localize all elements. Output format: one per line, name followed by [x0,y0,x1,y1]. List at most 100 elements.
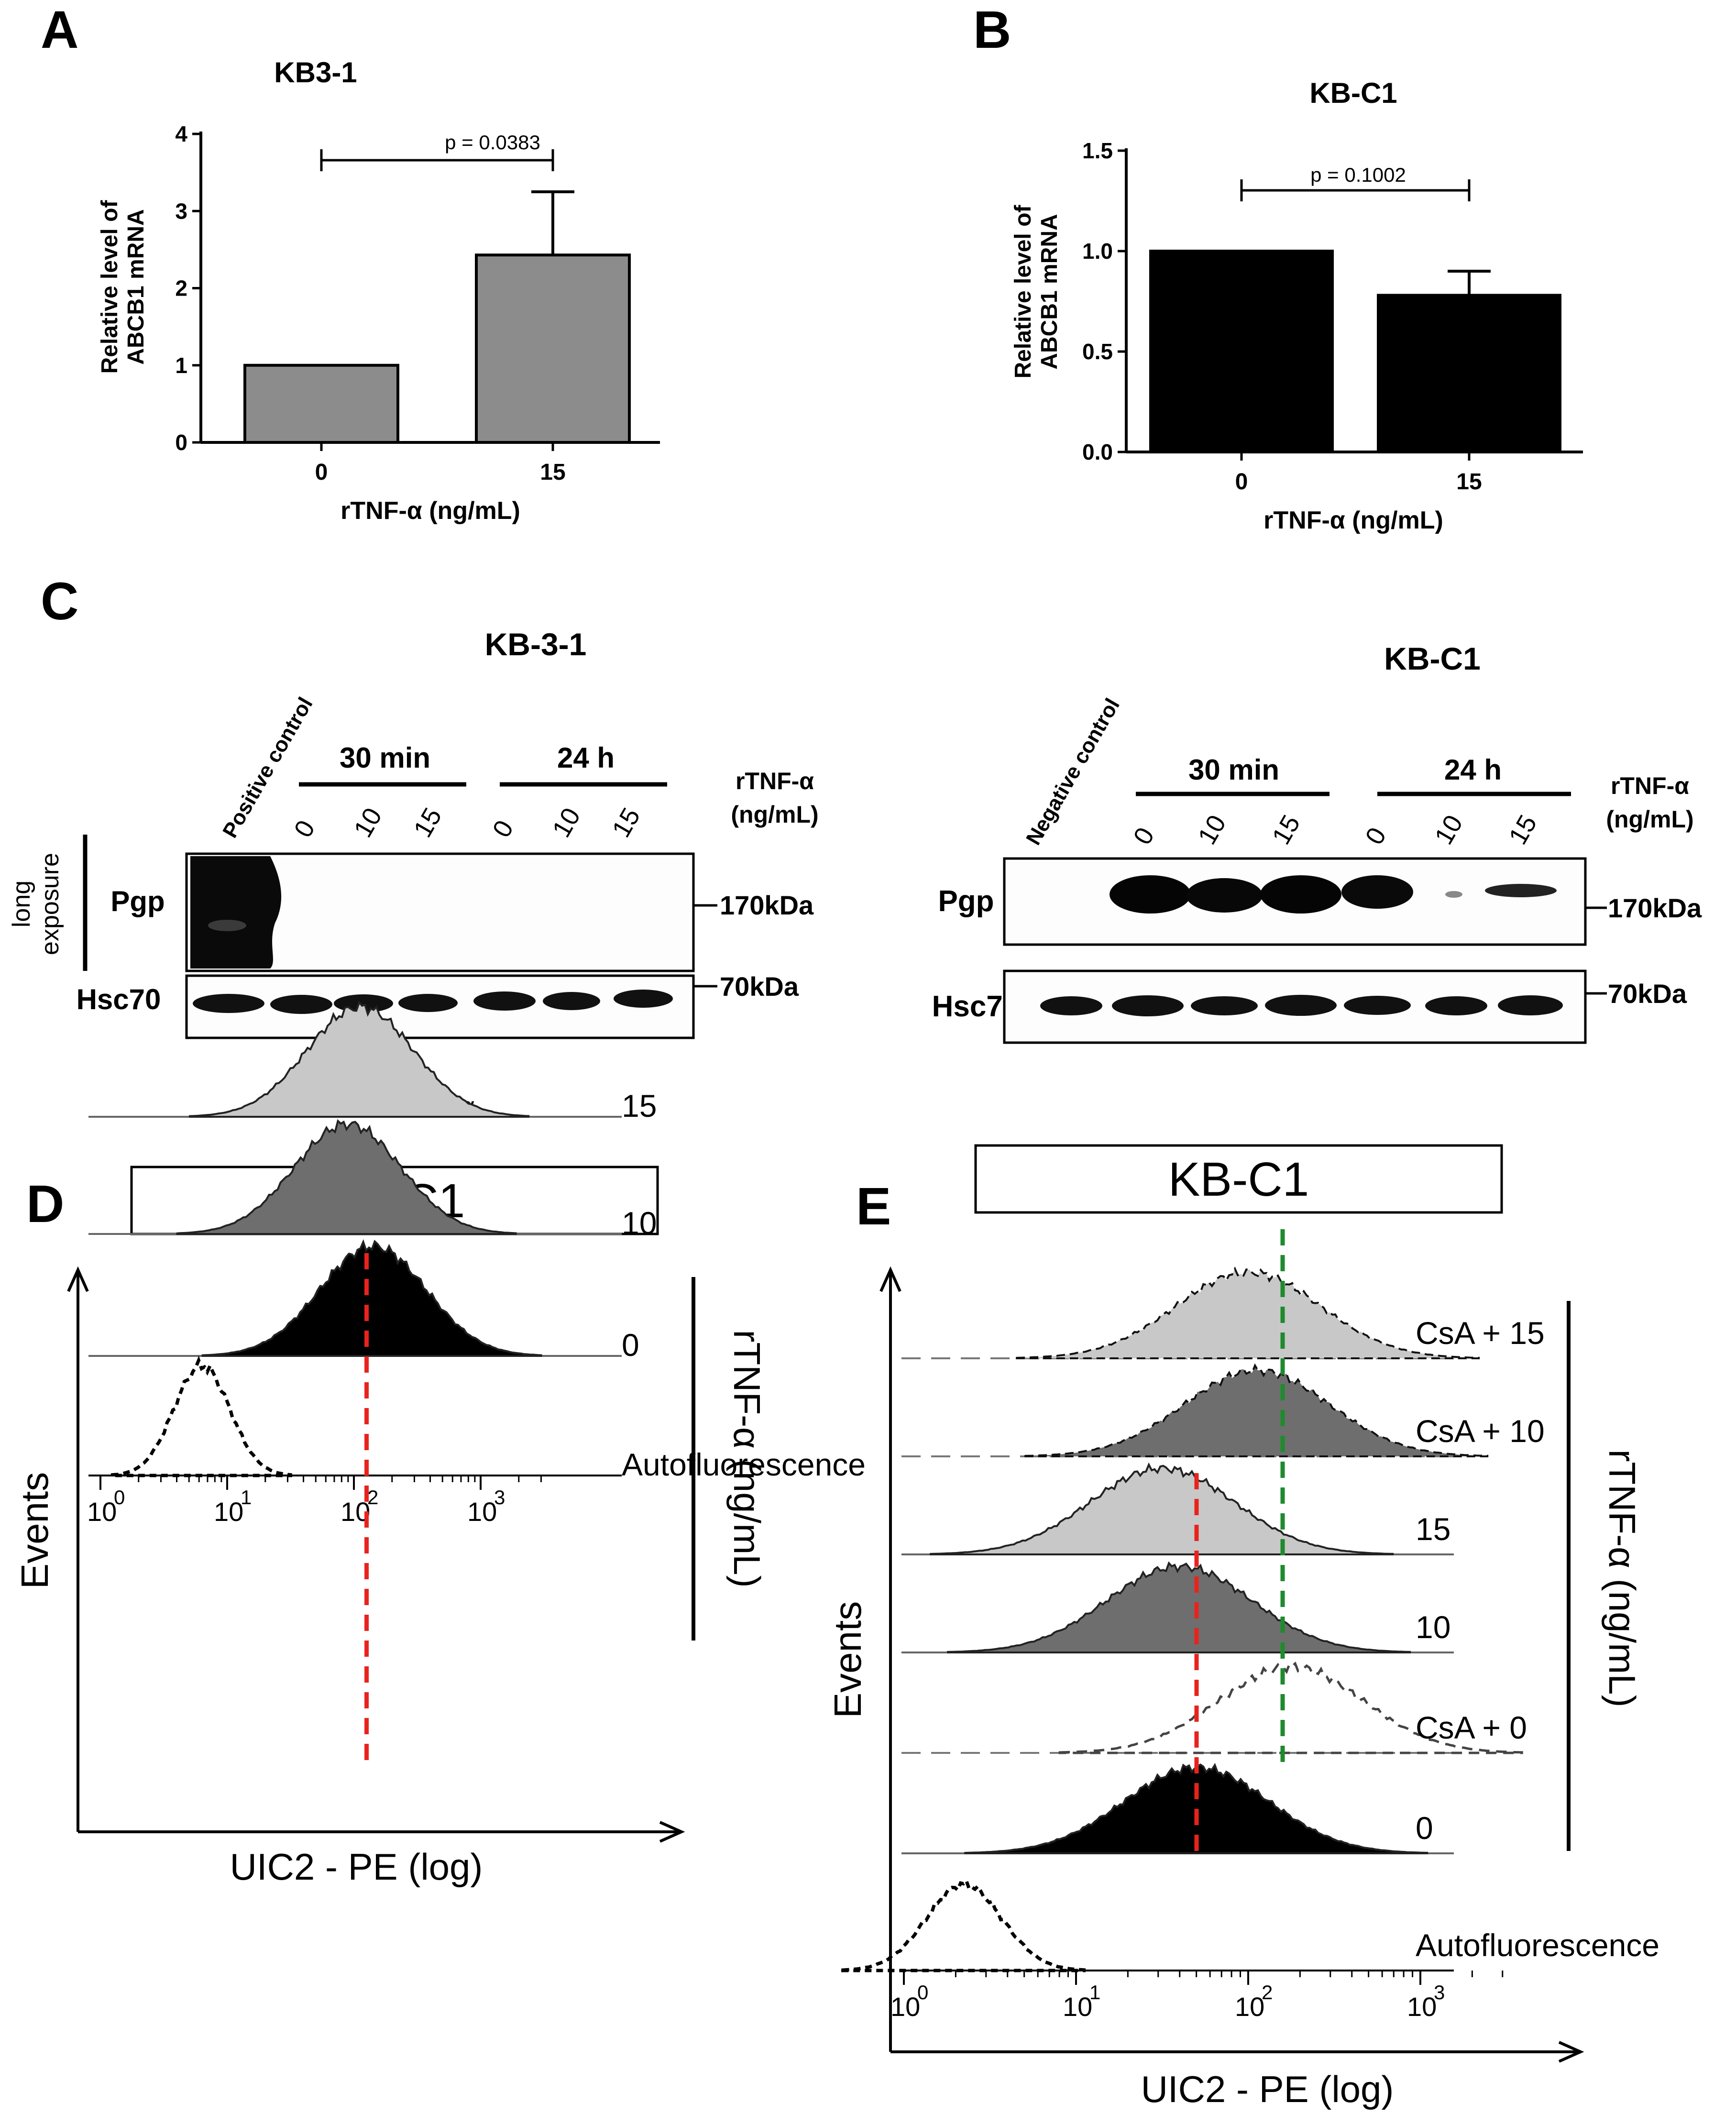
panel-b-ytick-label: 1.0 [1082,239,1113,264]
panel-d-histogram [176,1119,517,1235]
panel-a-xtick-label: 0 [315,460,328,485]
western-right: KB-C1 Negative control 30 min 24 h 0 10 … [932,641,1702,1044]
western-right-hsc70-band-4 [1344,996,1411,1015]
western-right-hsc70-band-1 [1112,995,1184,1016]
panel-a-xlabel: rTNF-α (ng/mL) [341,497,520,525]
panel-e-group-label: rTNF-α (ng/mL) [1601,1449,1643,1707]
panel-e-xtick-exponent: 2 [1262,1981,1273,2004]
western-right-pgp-band-3 [1260,875,1341,914]
panel-a-pvalue-bracket [320,149,554,171]
western-right-group-30min: 30 min [1188,754,1279,786]
panel-b-ytick-label: 0.5 [1082,339,1113,364]
panel-d: D KB-C1 15100Autofluorescence10010110210… [13,1000,866,1888]
panel-e-xtick-exponent: 0 [917,1981,928,2004]
panel-c-letter: C [41,572,78,631]
western-right-row1-label: Pgp [938,885,994,918]
western-right-lane-4: 0 [1360,823,1392,849]
panel-e-letter: E [856,1177,891,1236]
western-left-hsc70-band-5 [543,992,600,1010]
panel-e-histogram [930,1462,1394,1555]
panel-e-xtick-exponent: 3 [1434,1981,1445,2004]
panel-d-letter: D [26,1175,64,1233]
western-right-lane-1: 0 [1128,823,1160,849]
panel-a-pvalue: p = 0.0383 [445,131,540,154]
panel-b-ylabel-line1: Relative level of [1011,205,1036,379]
panel-d-xtick-label: 10 [87,1497,117,1527]
western-left-hsc70-band-6 [614,990,673,1008]
western-left-lane-6: 15 [606,803,646,842]
western-left-hsc70-band-3 [398,994,458,1012]
panel-e-xtick-label: 10 [1407,1992,1437,2022]
panel-b-chart: 0.0 0.5 1.0 1.5 0 15 [1082,138,1583,495]
western-left-treatment-unit: (ng/mL) [731,801,818,828]
panel-d-row-label: 15 [622,1088,657,1123]
western-left-lane-2: 10 [348,803,387,842]
panel-e-title-box [974,1144,1503,1214]
panel-d-xlabel: UIC2 - PE (log) [230,1846,483,1888]
western-right-lane-5: 10 [1429,810,1468,849]
western-left-lane-1: 0 [288,815,320,842]
western-right-treatment-unit: (ng/mL) [1606,806,1693,833]
panel-b-title: KB-C1 [1309,77,1397,109]
panel-e-xtick-label: 10 [890,1992,920,2022]
panel-a-ytick-label: 2 [175,276,187,301]
panel-a-title: KB3-1 [274,56,357,88]
panel-e-title: KB-C1 [1168,1153,1309,1206]
western-left-side-label-2: exposure [36,853,64,955]
panel-a-bar [475,253,631,444]
panel-d-xtick-exponent: 3 [494,1486,505,1508]
panel-e-xlabel: UIC2 - PE (log) [1141,2068,1394,2110]
panel-a-ytick-label: 4 [175,121,187,146]
panel-a-xtick-label: 15 [540,460,565,485]
panel-d-row-label: Autofluorescence [622,1447,866,1482]
panel-d-row-label: 0 [622,1327,639,1363]
western-right-lane-3: 15 [1266,810,1306,849]
panel-b-xlabel: rTNF-α (ng/mL) [1264,506,1443,534]
western-right-hsc70-band-3 [1265,995,1337,1016]
western-left-row2-label: Hsc70 [77,983,161,1015]
panel-d-xtick-exponent: 2 [367,1486,378,1508]
panel-d-ylabel: Events [13,1472,56,1589]
panel-d-xtick-label: 10 [467,1497,497,1527]
panel-a: A KB3-1 0 1 2 3 4 0 15 Relative level of ABCB1… [41,0,660,525]
western-right-pgp-band-5 [1445,891,1462,898]
western-left-title: KB-3-1 [485,627,587,662]
panel-e-y-arrow [879,1266,901,1292]
western-left-lane-3: 15 [408,803,447,842]
panel-a-ylabel-line1: Relative level of [97,200,122,374]
panel-e-row-label: 0 [1416,1810,1433,1846]
panel-b-ylabel-line2: ABCB1 mRNA [1037,214,1062,369]
western-right-lane-2: 10 [1192,810,1231,849]
panel-d-histogram [110,1355,293,1477]
western-left-hsc70-band-4 [473,991,536,1011]
panel-e-row-label: Autofluorescence [1416,1927,1659,1963]
western-left-mw1: 170kDa [720,890,814,920]
panel-d-xtick-exponent: 1 [241,1486,252,1508]
western-right-mw1: 170kDa [1608,893,1702,923]
western-left-pgp-control-highlight [208,920,246,931]
western-right-hsc70-band-2 [1191,996,1258,1015]
western-right-control-label: Negative control [1022,694,1124,849]
panel-e-xtick-label: 10 [1235,1992,1264,2022]
panel-e-xtick-exponent: 1 [1089,1981,1100,2004]
western-right-hsc70-band-control [1040,996,1102,1015]
western-left-group-30min: 30 min [340,742,430,774]
panel-a-ytick-label: 0 [175,430,187,455]
panel-d-xtick-label: 10 [214,1497,243,1527]
panel-e-histogram [841,1877,1086,1972]
western-left-pgp-control-band [190,856,282,969]
panel-c: C KB-3-1 Positive control 30 min 24 h 0 … [8,572,1702,1120]
panel-b-letter: B [973,0,1011,59]
panel-b: B KB-C1 0.0 0.5 1.0 1.5 0 15 Relative level o… [973,0,1583,534]
panel-e-histogram [1058,1662,1523,1754]
panel-e-row-label: CsA + 15 [1416,1315,1545,1351]
panel-e-histogram [947,1561,1411,1653]
western-right-hsc70-band-6 [1498,995,1563,1015]
panel-a-chart: 0 1 2 3 4 0 15 [175,121,660,485]
western-right-pgp-band-6 [1485,884,1557,897]
western-left-lane-4: 0 [487,815,519,842]
panel-b-pvalue-bracket [1240,179,1471,201]
